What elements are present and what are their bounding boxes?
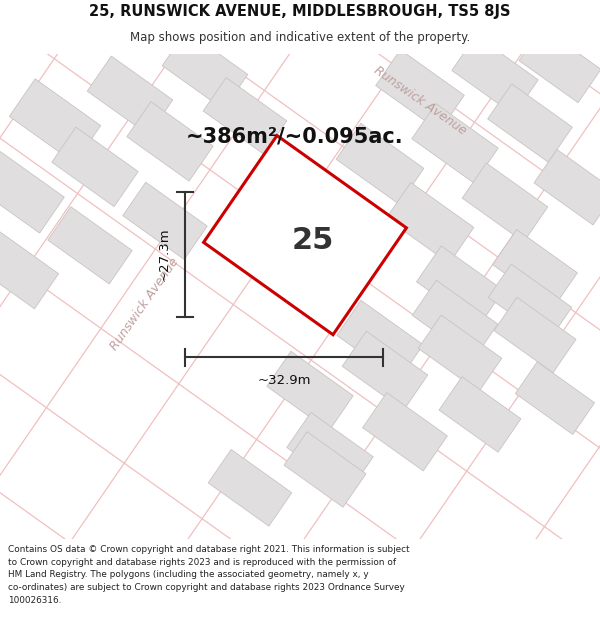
Polygon shape — [0, 152, 64, 233]
Polygon shape — [452, 36, 538, 115]
Polygon shape — [287, 412, 373, 492]
Polygon shape — [494, 298, 576, 372]
Text: Map shows position and indicative extent of the property.: Map shows position and indicative extent… — [130, 31, 470, 44]
Polygon shape — [123, 182, 207, 259]
Polygon shape — [534, 149, 600, 225]
Text: 25, RUNSWICK AVENUE, MIDDLESBROUGH, TS5 8JS: 25, RUNSWICK AVENUE, MIDDLESBROUGH, TS5 … — [89, 4, 511, 19]
Polygon shape — [462, 163, 548, 242]
Text: Runswick Avenue: Runswick Avenue — [108, 256, 182, 353]
Text: 25: 25 — [292, 226, 334, 255]
Polygon shape — [515, 362, 595, 434]
Polygon shape — [87, 56, 173, 135]
Polygon shape — [162, 31, 248, 109]
Polygon shape — [418, 315, 502, 392]
Polygon shape — [376, 50, 464, 131]
Polygon shape — [439, 377, 521, 452]
Polygon shape — [52, 127, 138, 207]
Polygon shape — [267, 351, 353, 431]
Polygon shape — [336, 123, 424, 204]
Polygon shape — [48, 207, 132, 284]
Polygon shape — [342, 331, 428, 410]
Text: Contains OS data © Crown copyright and database right 2021. This information is : Contains OS data © Crown copyright and d… — [8, 545, 409, 605]
Text: ~32.9m: ~32.9m — [257, 374, 311, 387]
Text: Runswick Avenue: Runswick Avenue — [371, 64, 469, 138]
Polygon shape — [203, 78, 287, 154]
Polygon shape — [488, 84, 572, 162]
Text: ~386m²/~0.095ac.: ~386m²/~0.095ac. — [186, 126, 404, 146]
Polygon shape — [208, 449, 292, 526]
Polygon shape — [284, 432, 366, 508]
Polygon shape — [493, 229, 577, 308]
Polygon shape — [519, 28, 600, 102]
Polygon shape — [412, 104, 498, 183]
Polygon shape — [362, 392, 448, 471]
Polygon shape — [10, 79, 101, 163]
Polygon shape — [337, 301, 423, 380]
Polygon shape — [0, 229, 59, 309]
Text: ~27.3m: ~27.3m — [158, 228, 171, 281]
Polygon shape — [386, 182, 474, 263]
Polygon shape — [416, 246, 503, 326]
Polygon shape — [488, 264, 572, 341]
Polygon shape — [127, 102, 213, 181]
Polygon shape — [203, 136, 406, 335]
Polygon shape — [412, 280, 498, 359]
